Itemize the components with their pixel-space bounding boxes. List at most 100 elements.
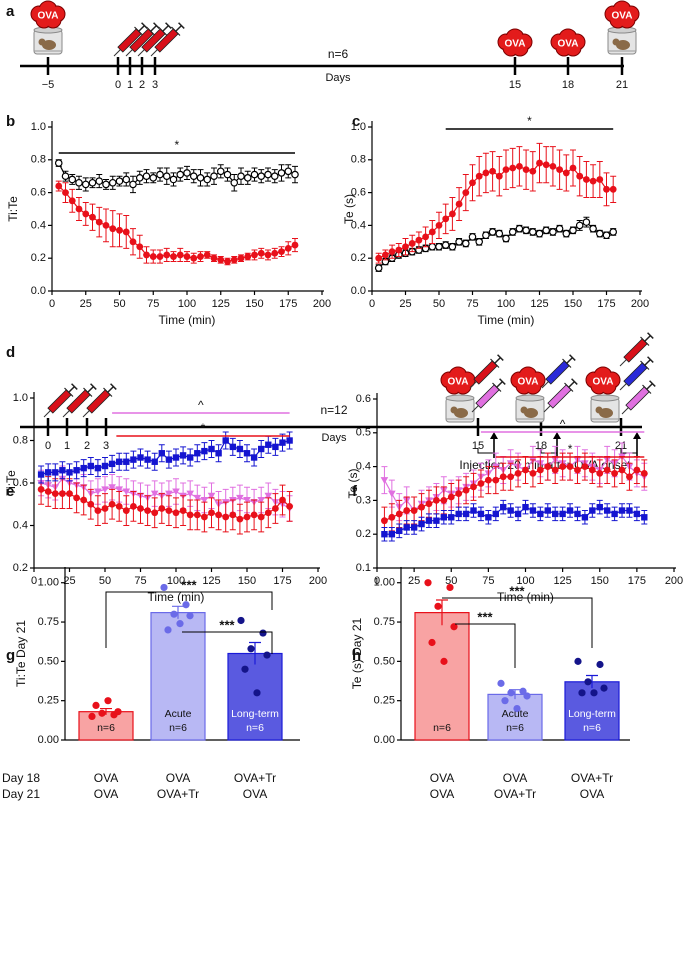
point: [95, 218, 103, 226]
x-axis-label: Time (min): [497, 590, 554, 604]
point: [381, 517, 388, 525]
point: [230, 178, 239, 187]
point: [522, 466, 529, 474]
syringe-plunger: [644, 359, 651, 366]
cage-icon: [33, 26, 63, 55]
syringe-handle: [571, 378, 578, 385]
cloud-label: OVA: [505, 39, 526, 50]
x-tick-label: 175: [597, 298, 615, 310]
point: [582, 218, 591, 226]
point: [447, 493, 455, 501]
point: [208, 509, 215, 517]
x-tick-label: 25: [399, 298, 411, 310]
significance-label: ***: [181, 577, 197, 592]
point: [94, 488, 102, 496]
x-tick-label: 75: [466, 298, 478, 310]
panel-label: d: [6, 344, 15, 361]
y-tick-label: 0.6: [351, 187, 366, 199]
x-tick-label: 25: [63, 575, 75, 587]
point: [55, 182, 63, 190]
cloud-label: OVA: [38, 11, 59, 22]
x-tick-label: 100: [497, 298, 515, 310]
point: [562, 169, 570, 177]
point: [641, 514, 648, 521]
x-tick-label: 75: [482, 575, 494, 587]
data-point: [497, 679, 505, 687]
point: [54, 159, 63, 167]
point: [475, 238, 484, 246]
cloud-label: OVA: [593, 377, 614, 388]
bar: [414, 612, 470, 741]
timeline-tick-label: 1: [127, 79, 133, 91]
error-bar: [436, 599, 448, 626]
point: [215, 450, 222, 457]
point: [499, 473, 507, 481]
x-tick-label: 200: [313, 298, 331, 310]
point: [468, 233, 477, 241]
point: [203, 175, 212, 184]
point: [73, 467, 80, 474]
syringe-barrel: [86, 389, 111, 414]
y-tick-label: 0.4: [351, 219, 366, 231]
cloud-fill: [513, 41, 527, 55]
mouse-head: [38, 38, 46, 46]
x-tick-label: OVA+Tr: [494, 787, 536, 801]
data-point: [92, 701, 100, 710]
point: [271, 249, 279, 257]
cloud-label: OVA: [558, 39, 579, 50]
x-axis-label: Time (min): [159, 313, 216, 327]
point: [588, 466, 596, 474]
y-tick-label: 1.0: [31, 121, 46, 133]
point: [194, 450, 201, 457]
mouse-body: [599, 408, 613, 418]
syringe-flange: [640, 336, 650, 346]
point: [602, 231, 611, 240]
point: [264, 509, 272, 517]
point: [435, 242, 443, 251]
point: [61, 172, 70, 181]
point: [196, 174, 205, 182]
point: [190, 254, 198, 262]
syringe-plunger: [568, 381, 575, 388]
cage-icon: [445, 394, 475, 423]
point: [137, 505, 144, 512]
point: [272, 505, 279, 512]
y-tick-label: 0.00: [374, 734, 395, 746]
cloud-fill: [456, 379, 470, 393]
point: [286, 437, 293, 444]
point: [109, 225, 117, 233]
y-tick-label: 0.0: [31, 285, 46, 297]
point: [37, 485, 45, 493]
data-point: [241, 665, 249, 673]
point: [581, 514, 589, 521]
point: [94, 507, 102, 515]
y-tick-label: 1.00: [38, 577, 59, 589]
error-bar: [172, 605, 184, 619]
syringe-flange: [562, 358, 572, 368]
syringe-icon: [43, 383, 78, 418]
ova-cloud: OVA: [604, 0, 640, 29]
point: [81, 180, 90, 189]
syringe-flange: [158, 26, 168, 36]
point: [442, 215, 450, 223]
syringe-flange: [490, 358, 500, 368]
point: [535, 229, 544, 238]
y-tick-label: 0.50: [38, 655, 59, 667]
cage-top: [607, 26, 637, 34]
data-point: [176, 620, 184, 628]
syringe-icon: [541, 354, 576, 389]
x-tick-label: OVA+Tr: [234, 771, 276, 785]
point: [477, 480, 485, 487]
syringe-plunger: [68, 386, 75, 393]
point: [201, 513, 208, 521]
y-tick-label: 0.50: [374, 655, 395, 667]
syringe-handle: [569, 354, 576, 361]
point: [425, 517, 433, 524]
significance-label: *: [201, 421, 206, 435]
point: [455, 238, 463, 246]
y-axis-label: Te (s) Day 21: [350, 617, 364, 689]
point: [556, 166, 563, 174]
point: [193, 494, 202, 502]
syringe-icon: [113, 22, 148, 57]
point: [264, 170, 272, 179]
